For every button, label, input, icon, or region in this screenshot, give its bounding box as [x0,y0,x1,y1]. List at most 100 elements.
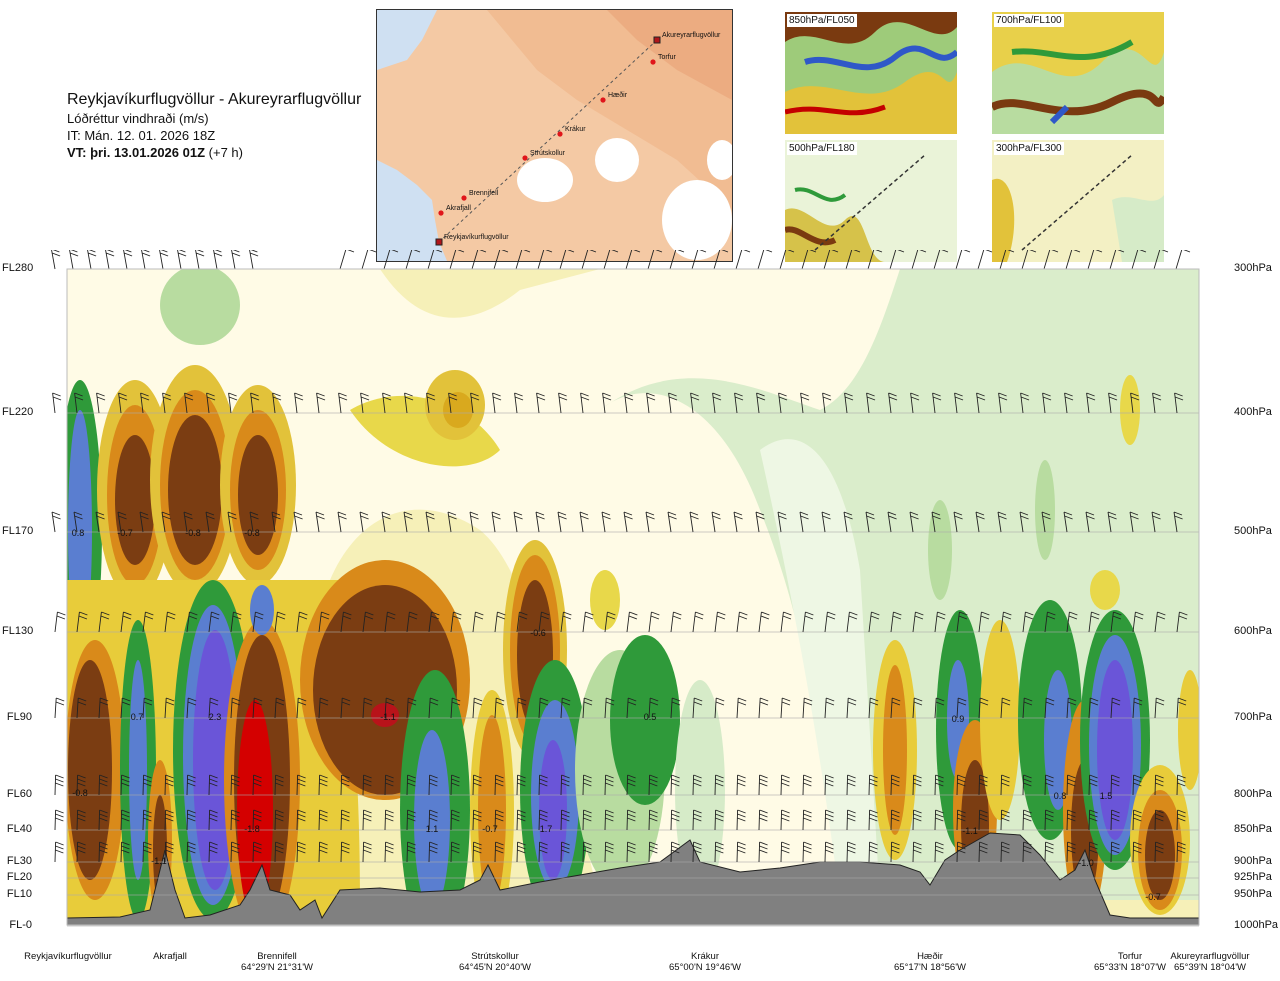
location-name: Hæðir [917,951,943,962]
wind-barb [54,809,64,831]
wind-barb [1044,841,1054,863]
wind-barb [493,250,509,270]
wind-barb [274,697,285,719]
location-label: Brennifell 64°29'N 21°31'W [207,951,347,973]
pressure-tick-label: 400hPa [1234,406,1272,418]
wind-barb [560,841,570,863]
wind-barb [667,511,677,533]
wind-barb [603,250,619,270]
wind-barb [274,841,284,863]
wind-barb [778,392,788,414]
wind-barb [51,250,61,270]
wind-barb [142,809,152,831]
location-label: Hæðir 65°17'N 18°56'W [860,951,1000,973]
wind-barb [801,250,817,270]
wind-barb [208,697,219,719]
wind-barb [802,697,813,719]
wind-barb [406,809,416,831]
thumbnail-700[interactable]: 700hPa/FL100 [990,12,1168,134]
wind-barb [846,841,856,863]
wind-barb [932,392,942,414]
wind-barb [230,697,241,719]
wind-barb [733,511,743,533]
wind-barb [105,250,115,270]
wind-barb [934,774,944,796]
map-point-label: Akrafjall [446,205,471,212]
thumbnail-300[interactable]: 300hPa/FL300 [992,140,1164,262]
thumbnail-500[interactable]: 500hPa/FL180 [784,140,957,262]
wind-barb [142,774,152,796]
map-point-label: Strútskollur [530,150,566,157]
wind-barb [274,611,286,633]
wind-barb [648,809,658,831]
wind-barb [1020,392,1030,414]
value-annotation: 0.8 [1054,791,1067,801]
wind-barb [1088,774,1098,796]
wind-barb [824,841,834,863]
map-point-marker [522,155,528,161]
wind-barb [1066,774,1076,796]
value-annotation: -1.1 [962,826,978,836]
wind-barb [626,774,636,796]
value-annotation: -0.7 [117,528,133,538]
wind-barb [997,511,1007,533]
wind-barb [87,250,97,270]
wind-barb [359,511,369,533]
wind-barb [1087,250,1103,270]
wind-barb [98,809,108,831]
wind-barb [690,392,700,414]
wind-barb [230,841,240,863]
wind-barb [76,697,87,719]
value-annotation: -1.1 [151,856,167,866]
wind-barb [956,611,968,633]
wind-barb [604,774,614,796]
wind-barb [846,697,857,719]
wind-barb [450,611,462,633]
wind-barb [623,511,633,533]
wind-barb [340,809,350,831]
pressure-tick-label: 900hPa [1234,855,1272,867]
location-label: Reykjavíkurflugvöllur [0,951,136,962]
wind-barb [910,392,920,414]
wind-barb [450,841,460,863]
wind-barb [428,611,440,633]
wind-barb [177,250,187,270]
value-annotation: -1.8 [244,824,260,834]
wind-barb [1088,611,1100,633]
wind-barb [692,841,702,863]
wind-barb [428,697,439,719]
wind-barb [824,774,834,796]
thumbnail-850[interactable]: 850hPa/FL050 [784,12,960,134]
wind-barb [206,392,216,414]
wind-barb [954,392,964,414]
wind-barb [736,841,746,863]
wind-barb [340,697,351,719]
pressure-tick-label: 500hPa [1234,525,1272,537]
wind-barb [516,841,526,863]
wind-barb [537,250,553,270]
wind-barb [1063,511,1073,533]
wind-barb [252,611,264,633]
value-annotation: 1.5 [1100,791,1113,801]
wind-barb [978,841,988,863]
wind-barb [494,809,504,831]
wind-barb [956,841,966,863]
wind-barb [120,809,130,831]
wind-barb [868,841,878,863]
wind-barb [714,611,726,633]
wind-barb [714,697,725,719]
wind-barb [1088,697,1099,719]
wind-barb [669,250,685,270]
map-airport-marker [653,36,661,44]
pressure-tick-label: 1000hPa [1234,919,1279,931]
wind-barb [362,809,372,831]
wind-barb [558,392,568,414]
wind-barb [1154,841,1164,863]
location-coord: 64°45'N 20°40'W [459,962,531,973]
wind-barb [384,809,394,831]
wind-barb [492,392,502,414]
wind-barb [1151,511,1161,533]
value-annotation: 1.1 [426,824,439,834]
wind-barb [824,697,835,719]
wind-barb [384,841,394,863]
